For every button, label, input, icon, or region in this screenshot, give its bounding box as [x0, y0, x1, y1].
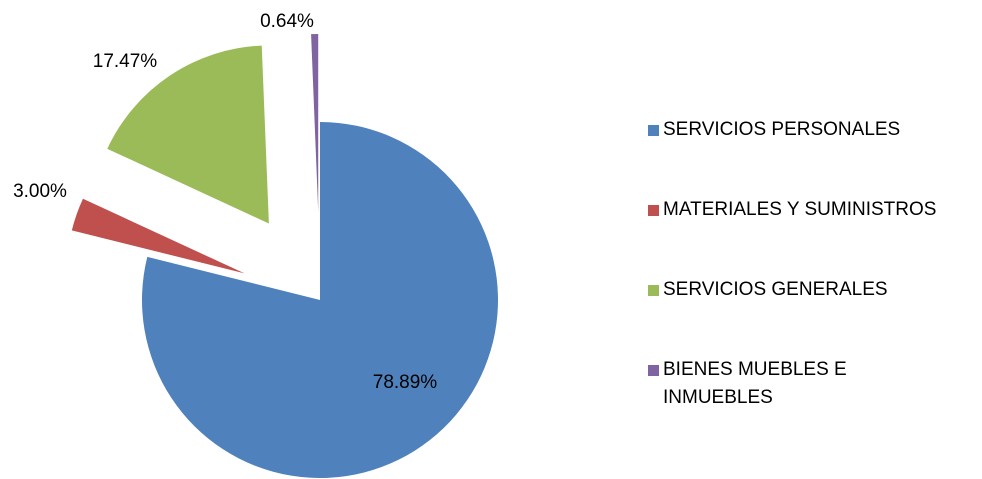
pie-slice [141, 122, 499, 479]
legend-item: BIENES MUEBLES E INMUEBLES [648, 356, 883, 436]
legend-label: SERVICIOS PERSONALES [663, 119, 901, 140]
legend-swatch [648, 205, 659, 216]
legend: SERVICIOS PERSONALES MATERIALES Y SUMINIS… [648, 116, 982, 436]
legend-item: SERVICIOS GENERALES [648, 276, 982, 356]
pie-slice [71, 198, 245, 274]
pie-slice [311, 34, 319, 213]
legend-item: SERVICIOS PERSONALES [648, 116, 982, 196]
data-label: 3.00% [13, 181, 67, 202]
legend-swatch [648, 125, 659, 136]
legend-label: BIENES MUEBLES E INMUEBLES [663, 359, 847, 408]
data-label: 0.64% [260, 11, 314, 32]
legend-swatch [648, 365, 659, 376]
legend-label: SERVICIOS GENERALES [663, 279, 888, 300]
data-label: 17.47% [93, 51, 158, 72]
legend-label: MATERIALES Y SUMINISTROS [663, 199, 937, 220]
data-label: 78.89% [373, 372, 438, 393]
pie-slice [107, 45, 269, 224]
legend-item: MATERIALES Y SUMINISTROS [648, 196, 982, 276]
legend-swatch [648, 285, 659, 296]
